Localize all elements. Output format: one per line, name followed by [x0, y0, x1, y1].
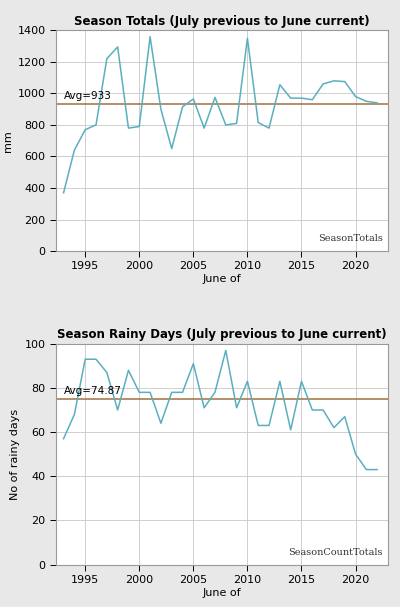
Text: SeasonCountTotals: SeasonCountTotals [288, 548, 383, 557]
Y-axis label: mm: mm [3, 130, 13, 152]
Title: Season Rainy Days (July previous to June current): Season Rainy Days (July previous to June… [57, 328, 387, 341]
Text: Avg=933: Avg=933 [64, 91, 112, 101]
Text: SeasonTotals: SeasonTotals [318, 234, 383, 243]
Title: Season Totals (July previous to June current): Season Totals (July previous to June cur… [74, 15, 370, 28]
Y-axis label: No of rainy days: No of rainy days [10, 409, 20, 500]
X-axis label: June of: June of [203, 588, 241, 598]
Text: Avg=74.87: Avg=74.87 [64, 387, 122, 396]
X-axis label: June of: June of [203, 274, 241, 284]
